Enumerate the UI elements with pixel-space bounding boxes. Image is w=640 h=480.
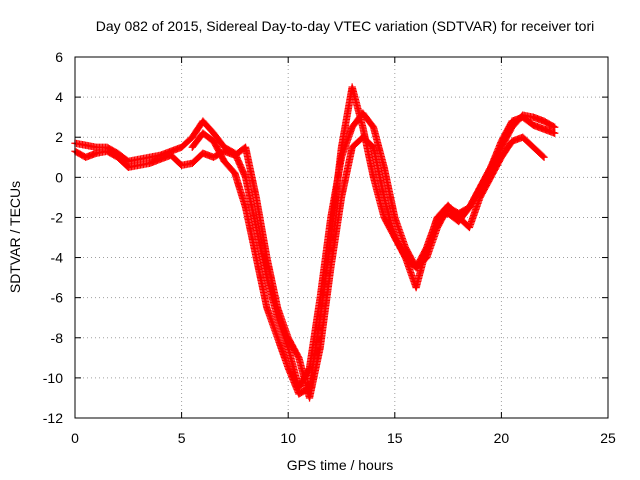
plot-frame: [74, 56, 609, 419]
y-tick-label: 2: [55, 129, 63, 145]
x-tick-label: 0: [71, 430, 79, 446]
x-tick-label: 15: [387, 430, 403, 446]
x-tick-label: 25: [600, 430, 616, 446]
y-tick-label: -8: [51, 330, 64, 346]
y-axis-label: SDTVAR / TECUs: [7, 181, 23, 293]
y-tick-label: -12: [43, 410, 63, 426]
y-tick-label: 0: [55, 169, 63, 185]
data-point: [540, 153, 548, 161]
data-point: [551, 129, 559, 137]
y-tick-label: 4: [55, 89, 63, 105]
x-tick-label: 5: [178, 430, 186, 446]
data-point: [551, 123, 559, 131]
x-tick-label: 10: [280, 430, 296, 446]
y-tick-label: -6: [51, 290, 64, 306]
data-point-marker: [539, 152, 547, 160]
axis-ticks: 0 5 10 15 20 25 -12 -10 -8 -6 -4 -2 0 2 4 6: [43, 49, 616, 446]
series-2: [71, 133, 548, 402]
data-point-marker: [294, 352, 302, 361]
gridlines: [75, 57, 608, 418]
data-point-marker: [368, 122, 377, 130]
x-tick-label: 20: [494, 430, 510, 446]
y-tick-label: -4: [51, 250, 64, 266]
y-tick-label: -10: [43, 370, 63, 386]
data-point-marker: [549, 122, 558, 131]
y-tick-label: -2: [51, 209, 64, 225]
data-point-marker: [422, 245, 430, 253]
series-3: [188, 83, 559, 398]
x-axis-label: GPS time / hours: [287, 457, 394, 473]
chart-title: Day 082 of 2015, Sidereal Day-to-day VTE…: [96, 18, 595, 34]
y-tick-label: 6: [55, 49, 63, 65]
data-points: [71, 83, 559, 402]
data-point-marker: [486, 164, 494, 173]
